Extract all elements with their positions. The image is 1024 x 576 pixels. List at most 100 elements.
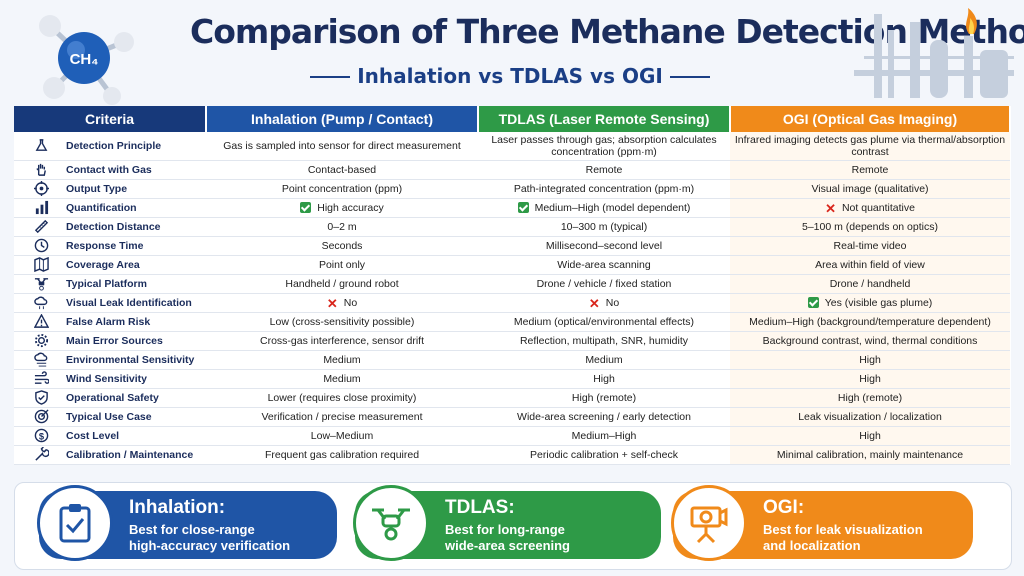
cloud-leak-icon xyxy=(28,295,54,310)
tdlas-value: Millisecond–second level xyxy=(545,239,663,252)
subtitle-row: Inhalation vs TDLAS vs OGI xyxy=(310,64,710,90)
ogi-cell: Minimal calibration, mainly maintenance xyxy=(730,445,1010,465)
tdlas-cell: Medium–High (model dependent) xyxy=(478,198,730,218)
ogi-value: Minimal calibration, mainly maintenance xyxy=(776,448,964,461)
inhalation-value: Medium xyxy=(323,372,361,385)
ogi-value: High xyxy=(859,429,881,442)
shield-icon xyxy=(28,390,54,405)
tdlas-value: No xyxy=(605,296,620,309)
column-header-criteria: Criteria xyxy=(14,106,207,132)
tdlas-value: Laser passes through gas; absorption cal… xyxy=(491,133,717,158)
inhalation-cell: ✕ No xyxy=(206,293,478,313)
table-row: Operational Safety Lower (requires close … xyxy=(14,388,1010,408)
inhalation-value: 0–2 m xyxy=(327,220,357,233)
summary-card-tdlas: TDLAS: Best for long-range wide-area scre… xyxy=(353,485,661,561)
table-row: Visual Leak Identification ✕ No ✕ No Yes (vis… xyxy=(14,293,1010,313)
inhalation-value: Cross-gas interference, sensor drift xyxy=(260,334,424,347)
tdlas-value: Medium (optical/environmental effects) xyxy=(513,315,695,328)
ogi-value: Area within field of view xyxy=(815,258,925,271)
criteria-cell: Wind Sensitivity xyxy=(14,369,206,389)
tdlas-value: High xyxy=(593,372,615,385)
gear-icon xyxy=(28,333,54,348)
criteria-label: Typical Platform xyxy=(66,277,147,290)
wrench-icon xyxy=(28,447,54,462)
inhalation-cell: Point only xyxy=(206,255,478,275)
cross-icon: ✕ xyxy=(825,200,836,216)
criteria-cell: Main Error Sources xyxy=(14,331,206,351)
methane-molecule-icon: CH₄ xyxy=(39,15,134,105)
summary-description: Best for long-range wide-area screening xyxy=(445,522,570,553)
tdlas-value: Medium–High xyxy=(571,429,637,442)
column-header-inhalation: Inhalation (Pump / Contact) xyxy=(206,106,479,132)
ogi-value: 5–100 m (depends on optics) xyxy=(801,220,938,233)
ogi-cell: Background contrast, wind, thermal condi… xyxy=(730,331,1010,351)
ogi-value: High (remote) xyxy=(837,391,903,404)
criteria-label: Typical Use Case xyxy=(66,410,152,423)
criteria-cell: False Alarm Risk xyxy=(14,312,206,332)
criteria-label: Detection Distance xyxy=(66,220,161,233)
inhalation-cell: Medium xyxy=(206,369,478,389)
warning-icon xyxy=(28,314,54,329)
cross-icon: ✕ xyxy=(326,295,338,311)
summary-title: OGI: xyxy=(763,497,805,518)
criteria-label: Coverage Area xyxy=(66,258,140,271)
tdlas-value: Path-integrated concentration (ppm·m) xyxy=(513,182,695,195)
tdlas-value: Drone / vehicle / fixed station xyxy=(536,277,672,290)
camera-icon xyxy=(671,485,747,561)
criteria-cell: Response Time xyxy=(14,236,206,256)
tdlas-cell: Millisecond–second level xyxy=(478,236,730,256)
ogi-value: Leak visualization / localization xyxy=(798,410,942,423)
tdlas-value: Wide-area screening / early detection xyxy=(517,410,691,423)
tdlas-cell: Path-integrated concentration (ppm·m) xyxy=(478,179,730,199)
inhalation-value: Point only xyxy=(318,258,366,271)
ogi-cell: Real-time video xyxy=(730,236,1010,256)
inhalation-cell: Verification / precise measurement xyxy=(206,407,478,427)
inhalation-value: Low–Medium xyxy=(310,429,374,442)
table-row: Detection Principle Gas is sampled into s… xyxy=(14,132,1010,161)
tdlas-value: Remote xyxy=(585,163,623,176)
ogi-cell: 5–100 m (depends on optics) xyxy=(730,217,1010,237)
cross-icon: ✕ xyxy=(588,295,600,311)
check-icon xyxy=(300,201,312,213)
summary-title: TDLAS: xyxy=(445,497,515,518)
tdlas-cell: High (remote) xyxy=(478,388,730,408)
tdlas-cell: 10–300 m (typical) xyxy=(478,217,730,237)
criteria-label: False Alarm Risk xyxy=(66,315,151,328)
tdlas-cell: ✕ No xyxy=(478,293,730,313)
criteria-label: Main Error Sources xyxy=(66,334,163,347)
header: CH₄ Comparison of Three Methane Detectio… xyxy=(0,0,1024,105)
criteria-label: Cost Level xyxy=(66,429,120,442)
inhalation-cell: Lower (requires close proximity) xyxy=(206,388,478,408)
ogi-cell: Medium–High (background/temperature depe… xyxy=(730,312,1010,332)
table-header-row: Criteria Inhalation (Pump / Contact) TDL… xyxy=(14,106,1011,132)
table-row: $ Cost Level Low–Medium Medium–High High xyxy=(14,426,1010,446)
table-row: Main Error Sources Cross-gas interference… xyxy=(14,331,1010,351)
ogi-cell: Area within field of view xyxy=(730,255,1010,275)
ogi-cell: High (remote) xyxy=(730,388,1010,408)
criteria-label: Detection Principle xyxy=(66,139,162,152)
inhalation-value: High accuracy xyxy=(317,201,384,214)
ogi-cell: High xyxy=(730,369,1010,389)
ogi-value: Infrared imaging detects gas plume via t… xyxy=(734,133,1006,158)
inhalation-cell: Medium xyxy=(206,350,478,370)
criteria-label: Environmental Sensitivity xyxy=(66,353,195,366)
summary-description: Best for leak visualization and localizat… xyxy=(763,522,923,553)
table-row: Coverage Area Point only Wide-area scannin… xyxy=(14,255,1010,275)
flask-icon xyxy=(28,138,54,153)
inhalation-cell: Cross-gas interference, sensor drift xyxy=(206,331,478,351)
ogi-cell: High xyxy=(730,350,1010,370)
target-icon xyxy=(28,181,54,196)
inhalation-value: No xyxy=(343,296,358,309)
molecule-label: CH₄ xyxy=(70,51,99,68)
summary-description: Best for close-range high-accuracy verifi… xyxy=(129,522,291,553)
check-icon xyxy=(517,201,529,213)
ogi-cell: Yes (visible gas plume) xyxy=(730,293,1010,313)
inhalation-value: Low (cross-sensitivity possible) xyxy=(269,315,415,328)
tdlas-value: Periodic calibration + self-check xyxy=(530,448,678,461)
tdlas-value: Medium–High (model dependent) xyxy=(534,201,691,214)
criteria-cell: Contact with Gas xyxy=(14,160,206,180)
summary-panel: Inhalation: Best for close-range high-acc… xyxy=(14,482,1012,570)
tdlas-value: Wide-area scanning xyxy=(557,258,651,271)
weather-icon xyxy=(28,352,54,367)
tdlas-value: 10–300 m (typical) xyxy=(560,220,648,233)
